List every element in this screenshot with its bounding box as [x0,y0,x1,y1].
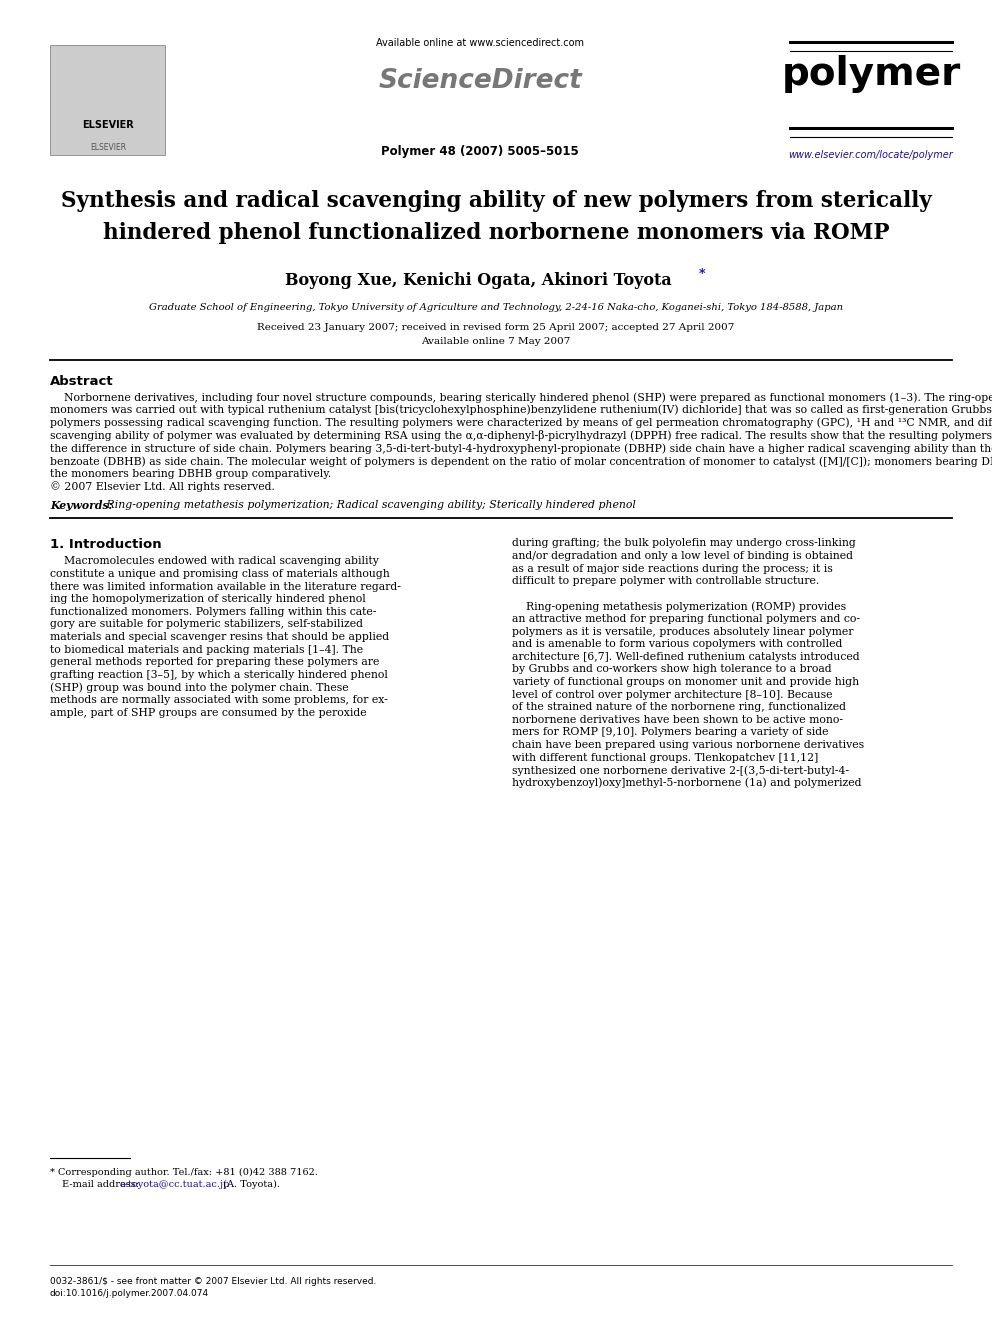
Text: ELSEVIER: ELSEVIER [90,143,126,152]
Text: variety of functional groups on monomer unit and provide high: variety of functional groups on monomer … [512,677,859,687]
Text: Ring-opening metathesis polymerization (ROMP) provides: Ring-opening metathesis polymerization (… [512,602,846,613]
Text: Keywords:: Keywords: [50,500,113,512]
Text: an attractive method for preparing functional polymers and co-: an attractive method for preparing funct… [512,614,860,624]
Text: gory are suitable for polymeric stabilizers, self-stabilized: gory are suitable for polymeric stabiliz… [50,619,363,630]
Text: Macromolecules endowed with radical scavenging ability: Macromolecules endowed with radical scav… [50,557,379,566]
Text: Synthesis and radical scavenging ability of new polymers from sterically: Synthesis and radical scavenging ability… [61,191,931,212]
Text: polymers as it is versatile, produces absolutely linear polymer: polymers as it is versatile, produces ab… [512,627,853,636]
Text: Ring-opening metathesis polymerization; Radical scavenging ability; Sterically h: Ring-opening metathesis polymerization; … [103,500,636,511]
Text: a-toyota@cc.tuat.ac.jp: a-toyota@cc.tuat.ac.jp [120,1180,230,1189]
Text: Polymer 48 (2007) 5005–5015: Polymer 48 (2007) 5005–5015 [381,146,579,157]
Text: Norbornene derivatives, including four novel structure compounds, bearing steric: Norbornene derivatives, including four n… [50,392,992,402]
Text: and is amenable to form various copolymers with controlled: and is amenable to form various copolyme… [512,639,842,650]
Text: as a result of major side reactions during the process; it is: as a result of major side reactions duri… [512,564,832,574]
Text: ample, part of SHP groups are consumed by the peroxide: ample, part of SHP groups are consumed b… [50,708,367,717]
Text: the monomers bearing DBHB group comparatively.: the monomers bearing DBHB group comparat… [50,468,331,479]
Text: general methods reported for preparing these polymers are: general methods reported for preparing t… [50,658,379,667]
Text: constitute a unique and promising class of materials although: constitute a unique and promising class … [50,569,390,579]
Text: Received 23 January 2007; received in revised form 25 April 2007; accepted 27 Ap: Received 23 January 2007; received in re… [257,323,735,332]
Text: of the strained nature of the norbornene ring, functionalized: of the strained nature of the norbornene… [512,703,846,712]
Text: ScienceDirect: ScienceDirect [378,67,582,94]
Text: Available online at www.sciencedirect.com: Available online at www.sciencedirect.co… [376,38,584,48]
Text: the difference in structure of side chain. Polymers bearing 3,5-di-tert-butyl-4-: the difference in structure of side chai… [50,443,992,454]
Text: * Corresponding author. Tel./fax: +81 (0)42 388 7162.: * Corresponding author. Tel./fax: +81 (0… [50,1168,318,1177]
Text: (SHP) group was bound into the polymer chain. These: (SHP) group was bound into the polymer c… [50,683,348,693]
Text: there was limited information available in the literature regard-: there was limited information available … [50,582,401,591]
Text: grafting reaction [3–5], by which a sterically hindered phenol: grafting reaction [3–5], by which a ster… [50,669,388,680]
Text: architecture [6,7]. Well-defined ruthenium catalysts introduced: architecture [6,7]. Well-defined rutheni… [512,652,860,662]
Text: methods are normally associated with some problems, for ex-: methods are normally associated with som… [50,695,388,705]
Text: ELSEVIER: ELSEVIER [82,120,134,130]
Text: by Grubbs and co-workers show high tolerance to a broad: by Grubbs and co-workers show high toler… [512,664,831,675]
Bar [50,45,165,155]
Text: functionalized monomers. Polymers falling within this cate-: functionalized monomers. Polymers fallin… [50,607,376,617]
Text: synthesized one norbornene derivative 2-[(3,5-di-tert-butyl-4-: synthesized one norbornene derivative 2-… [512,765,849,775]
Text: mers for ROMP [9,10]. Polymers bearing a variety of side: mers for ROMP [9,10]. Polymers bearing a… [512,728,828,737]
Text: and/or degradation and only a low level of binding is obtained: and/or degradation and only a low level … [512,550,853,561]
Text: level of control over polymer architecture [8–10]. Because: level of control over polymer architectu… [512,689,832,700]
Text: difficult to prepare polymer with controllable structure.: difficult to prepare polymer with contro… [512,577,819,586]
Text: Boyong Xue, Kenichi Ogata, Akinori Toyota: Boyong Xue, Kenichi Ogata, Akinori Toyot… [285,273,672,288]
Text: Available online 7 May 2007: Available online 7 May 2007 [422,337,570,347]
Text: ing the homopolymerization of sterically hindered phenol: ing the homopolymerization of sterically… [50,594,366,605]
Text: © 2007 Elsevier Ltd. All rights reserved.: © 2007 Elsevier Ltd. All rights reserved… [50,482,275,492]
Text: to biomedical materials and packing materials [1–4]. The: to biomedical materials and packing mate… [50,644,363,655]
Text: with different functional groups. Tlenkopatchev [11,12]: with different functional groups. Tlenko… [512,753,818,762]
Text: polymer: polymer [782,56,960,93]
Text: polymers possessing radical scavenging function. The resulting polymers were cha: polymers possessing radical scavenging f… [50,418,992,429]
Text: scavenging ability of polymer was evaluated by determining RSA using the α,α-dip: scavenging ability of polymer was evalua… [50,430,992,442]
Text: hydroxybenzoyl)oxy]methyl-5-norbornene (1a) and polymerized: hydroxybenzoyl)oxy]methyl-5-norbornene (… [512,778,861,789]
Text: Graduate School of Engineering, Tokyo University of Agriculture and Technology, : Graduate School of Engineering, Tokyo Un… [149,303,843,312]
Text: (A. Toyota).: (A. Toyota). [220,1180,280,1189]
Text: norbornene derivatives have been shown to be active mono-: norbornene derivatives have been shown t… [512,714,843,725]
Text: chain have been prepared using various norbornene derivatives: chain have been prepared using various n… [512,740,864,750]
Text: *: * [699,269,705,280]
Text: during grafting; the bulk polyolefin may undergo cross-linking: during grafting; the bulk polyolefin may… [512,538,856,549]
Text: www.elsevier.com/locate/polymer: www.elsevier.com/locate/polymer [789,149,953,160]
Text: Abstract: Abstract [50,374,114,388]
Text: hindered phenol functionalized norbornene monomers via ROMP: hindered phenol functionalized norbornen… [103,222,889,243]
Text: materials and special scavenger resins that should be applied: materials and special scavenger resins t… [50,632,389,642]
Text: doi:10.1016/j.polymer.2007.04.074: doi:10.1016/j.polymer.2007.04.074 [50,1289,209,1298]
Text: E-mail address:: E-mail address: [62,1180,142,1189]
Text: 0032-3861/$ - see front matter © 2007 Elsevier Ltd. All rights reserved.: 0032-3861/$ - see front matter © 2007 El… [50,1277,376,1286]
Text: 1. Introduction: 1. Introduction [50,538,162,552]
Text: monomers was carried out with typical ruthenium catalyst [bis(tricyclohexylphosp: monomers was carried out with typical ru… [50,405,992,415]
Text: benzoate (DBHB) as side chain. The molecular weight of polymers is dependent on : benzoate (DBHB) as side chain. The molec… [50,456,992,467]
